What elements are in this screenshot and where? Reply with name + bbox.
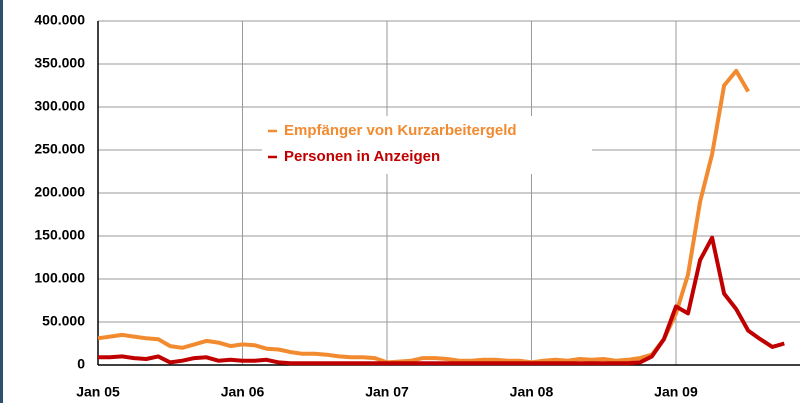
x-tick-label: Jan 06 — [221, 384, 265, 400]
legend-label: Personen in Anzeigen — [284, 148, 440, 165]
x-tick-label: Jan 09 — [654, 384, 698, 400]
legend-box — [262, 116, 592, 174]
y-tick-label: 0 — [77, 356, 85, 372]
legend-label: Empfänger von Kurzarbeitergeld — [284, 122, 517, 139]
frame-edge — [0, 0, 3, 403]
y-tick-label: 300.000 — [34, 98, 85, 114]
y-tick-label: 50.000 — [42, 313, 85, 329]
y-tick-label: 350.000 — [34, 55, 85, 71]
y-tick-label: 150.000 — [34, 227, 85, 243]
series-line — [98, 235, 785, 366]
x-tick-label: Jan 05 — [76, 384, 120, 400]
y-tick-label: 200.000 — [34, 184, 85, 200]
y-tick-label: 250.000 — [34, 141, 85, 157]
x-tick-label: Jan 07 — [365, 384, 409, 400]
series-line — [97, 68, 750, 365]
y-tick-label: 400.000 — [34, 12, 85, 28]
y-tick-label: 100.000 — [34, 270, 85, 286]
x-tick-label: Jan 08 — [510, 384, 554, 400]
